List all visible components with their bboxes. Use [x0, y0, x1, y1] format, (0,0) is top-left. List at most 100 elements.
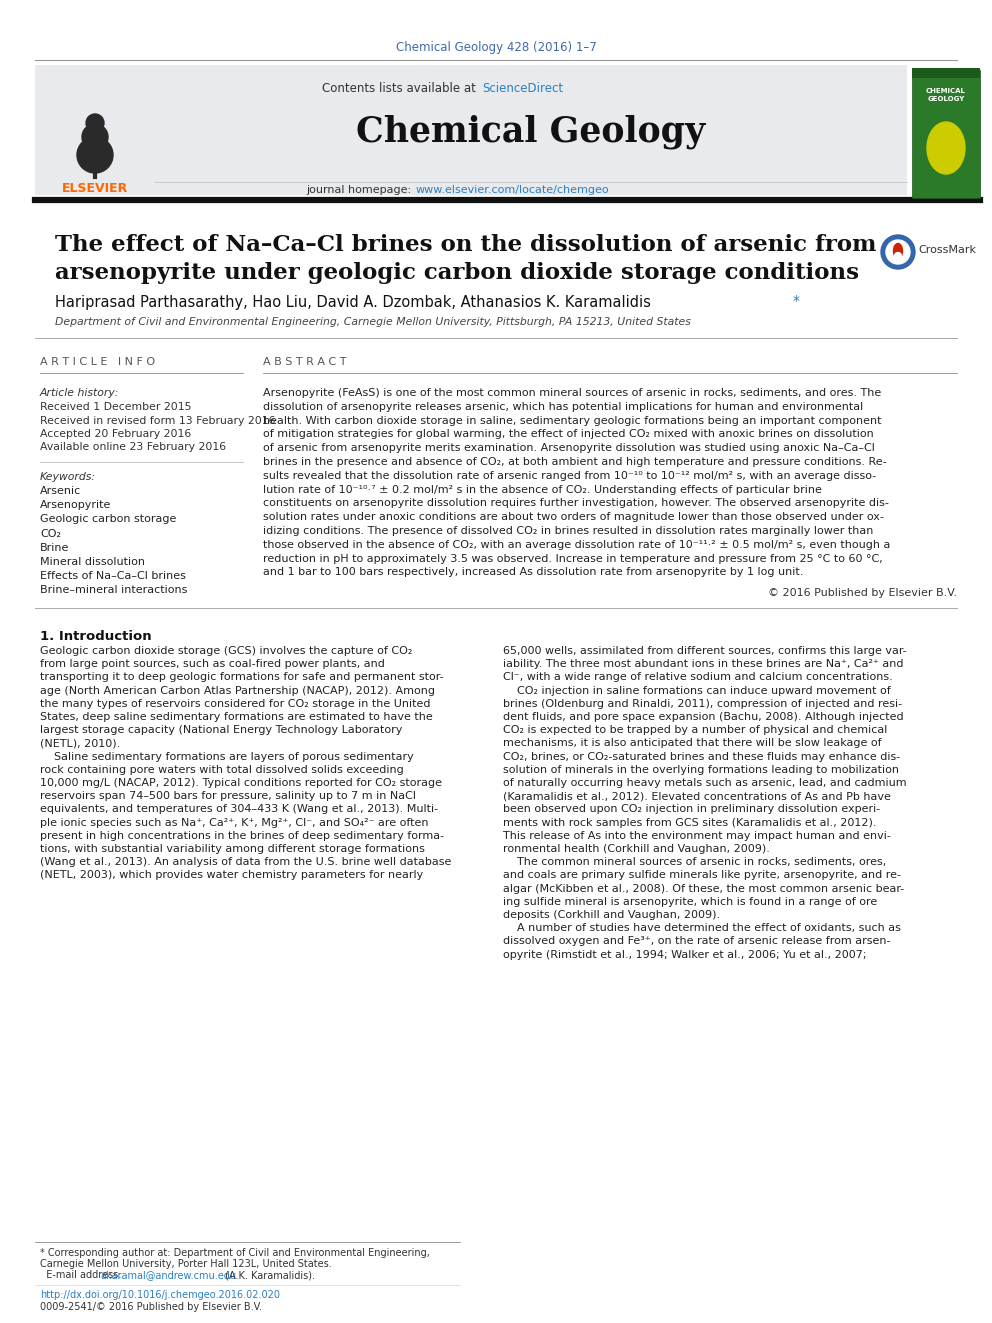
Text: health. With carbon dioxide storage in saline, sedimentary geologic formations b: health. With carbon dioxide storage in s… [263, 415, 882, 426]
Text: of arsenic from arsenopyrite merits examination. Arsenopyrite dissolution was st: of arsenic from arsenopyrite merits exam… [263, 443, 875, 454]
Text: 65,000 wells, assimilated from different sources, confirms this large var-: 65,000 wells, assimilated from different… [503, 646, 907, 656]
Ellipse shape [894, 243, 903, 258]
Text: ple ionic species such as Na⁺, Ca²⁺, K⁺, Mg²⁺, Cl⁻, and SO₄²⁻ are often: ple ionic species such as Na⁺, Ca²⁺, K⁺,… [40, 818, 429, 828]
Text: Arsenopyrite (FeAsS) is one of the most common mineral sources of arsenic in roc: Arsenopyrite (FeAsS) is one of the most … [263, 388, 881, 398]
Text: dent fluids, and pore space expansion (Bachu, 2008). Although injected: dent fluids, and pore space expansion (B… [503, 712, 904, 722]
Text: been observed upon CO₂ injection in preliminary dissolution experi-: been observed upon CO₂ injection in prel… [503, 804, 880, 815]
Text: A B S T R A C T: A B S T R A C T [263, 357, 346, 366]
Text: transporting it to deep geologic formations for safe and permanent stor-: transporting it to deep geologic formati… [40, 672, 443, 683]
Text: Chemical Geology 428 (2016) 1–7: Chemical Geology 428 (2016) 1–7 [396, 41, 596, 54]
Text: ELSEVIER: ELSEVIER [62, 181, 128, 194]
Text: and coals are primary sulfide minerals like pyrite, arsenopyrite, and re-: and coals are primary sulfide minerals l… [503, 871, 901, 880]
Text: brines in the presence and absence of CO₂, at both ambient and high temperature : brines in the presence and absence of CO… [263, 456, 887, 467]
Text: (Karamalidis et al., 2012). Elevated concentrations of As and Pb have: (Karamalidis et al., 2012). Elevated con… [503, 791, 891, 802]
Text: Arsenic: Arsenic [40, 486, 81, 496]
Text: dissolved oxygen and Fe³⁺, on the rate of arsenic release from arsen-: dissolved oxygen and Fe³⁺, on the rate o… [503, 937, 891, 946]
Text: age (North American Carbon Atlas Partnership (NACAP), 2012). Among: age (North American Carbon Atlas Partner… [40, 685, 435, 696]
Text: This release of As into the environment may impact human and envi-: This release of As into the environment … [503, 831, 891, 841]
Text: Effects of Na–Ca–Cl brines: Effects of Na–Ca–Cl brines [40, 572, 186, 581]
Circle shape [82, 124, 108, 149]
Text: reservoirs span 74–500 bars for pressure, salinity up to 7 m in NaCl: reservoirs span 74–500 bars for pressure… [40, 791, 416, 802]
Text: Received in revised form 13 February 2016: Received in revised form 13 February 201… [40, 415, 276, 426]
Text: Keywords:: Keywords: [40, 472, 96, 482]
Circle shape [895, 253, 902, 259]
Text: arsenopyrite under geologic carbon dioxide storage conditions: arsenopyrite under geologic carbon dioxi… [55, 262, 859, 284]
Text: Geologic carbon dioxide storage (GCS) involves the capture of CO₂: Geologic carbon dioxide storage (GCS) in… [40, 646, 413, 656]
Text: A R T I C L E   I N F O: A R T I C L E I N F O [40, 357, 155, 366]
Text: dissolution of arsenopyrite releases arsenic, which has potential implications f: dissolution of arsenopyrite releases ars… [263, 402, 863, 411]
Text: Cl⁻, with a wide range of relative sodium and calcium concentrations.: Cl⁻, with a wide range of relative sodiu… [503, 672, 893, 683]
Text: ScienceDirect: ScienceDirect [482, 82, 563, 94]
Text: (NETL), 2010).: (NETL), 2010). [40, 738, 120, 749]
Text: (NETL, 2003), which provides water chemistry parameters for nearly: (NETL, 2003), which provides water chemi… [40, 871, 424, 880]
Text: akaramal@andrew.cmu.edu: akaramal@andrew.cmu.edu [100, 1270, 236, 1279]
Text: those observed in the absence of CO₂, with an average dissolution rate of 10⁻¹¹·: those observed in the absence of CO₂, wi… [263, 540, 891, 550]
Text: largest storage capacity (National Energy Technology Laboratory: largest storage capacity (National Energ… [40, 725, 403, 736]
Text: Brine: Brine [40, 542, 69, 553]
Text: 1. Introduction: 1. Introduction [40, 630, 152, 643]
Bar [35, 65, 155, 194]
Bar [912, 70, 980, 198]
Text: Department of Civil and Environmental Engineering, Carnegie Mellon University, P: Department of Civil and Environmental En… [55, 318, 690, 327]
Text: Saline sedimentary formations are layers of porous sedimentary: Saline sedimentary formations are layers… [40, 751, 414, 762]
Circle shape [881, 235, 915, 269]
Text: and 1 bar to 100 bars respectively, increased As dissolution rate from arsenopyr: and 1 bar to 100 bars respectively, incr… [263, 568, 804, 577]
Circle shape [86, 114, 104, 132]
Text: CHEMICAL
GEOLOGY: CHEMICAL GEOLOGY [927, 89, 966, 102]
Text: 0009-2541/© 2016 Published by Elsevier B.V.: 0009-2541/© 2016 Published by Elsevier B… [40, 1302, 262, 1312]
Text: present in high concentrations in the brines of deep sedimentary forma-: present in high concentrations in the br… [40, 831, 444, 841]
Bar [155, 65, 907, 194]
Text: sults revealed that the dissolution rate of arsenic ranged from 10⁻¹⁰ to 10⁻¹² m: sults revealed that the dissolution rate… [263, 471, 876, 480]
Text: (A.K. Karamalidis).: (A.K. Karamalidis). [222, 1270, 315, 1279]
Text: Received 1 December 2015: Received 1 December 2015 [40, 402, 191, 411]
Bar [912, 67, 980, 78]
Text: ronmental health (Corkhill and Vaughan, 2009).: ronmental health (Corkhill and Vaughan, … [503, 844, 770, 855]
Text: States, deep saline sedimentary formations are estimated to have the: States, deep saline sedimentary formatio… [40, 712, 433, 722]
Text: E-mail address:: E-mail address: [40, 1270, 125, 1279]
Text: http://dx.doi.org/10.1016/j.chemgeo.2016.02.020: http://dx.doi.org/10.1016/j.chemgeo.2016… [40, 1290, 280, 1301]
Text: Arsenopyrite: Arsenopyrite [40, 500, 111, 511]
Text: Chemical Geology: Chemical Geology [356, 115, 705, 149]
Text: constituents on arsenopyrite dissolution requires further investigation, however: constituents on arsenopyrite dissolution… [263, 499, 889, 508]
Text: © 2016 Published by Elsevier B.V.: © 2016 Published by Elsevier B.V. [768, 587, 957, 598]
Text: the many types of reservoirs considered for CO₂ storage in the United: the many types of reservoirs considered … [40, 699, 431, 709]
Text: CO₂ injection in saline formations can induce upward movement of: CO₂ injection in saline formations can i… [503, 685, 891, 696]
Text: iability. The three most abundant ions in these brines are Na⁺, Ca²⁺ and: iability. The three most abundant ions i… [503, 659, 904, 669]
Text: Geologic carbon storage: Geologic carbon storage [40, 515, 177, 524]
Text: from large point sources, such as coal-fired power plants, and: from large point sources, such as coal-f… [40, 659, 385, 669]
Text: rock containing pore waters with total dissolved solids exceeding: rock containing pore waters with total d… [40, 765, 404, 775]
Text: A number of studies have determined the effect of oxidants, such as: A number of studies have determined the … [503, 923, 901, 933]
Text: lution rate of 10⁻¹⁰·⁷ ± 0.2 mol/m² s in the absence of CO₂. Understanding effec: lution rate of 10⁻¹⁰·⁷ ± 0.2 mol/m² s in… [263, 484, 822, 495]
Text: * Corresponding author at: Department of Civil and Environmental Engineering,: * Corresponding author at: Department of… [40, 1248, 430, 1258]
Text: Contents lists available at: Contents lists available at [322, 82, 480, 94]
Text: deposits (Corkhill and Vaughan, 2009).: deposits (Corkhill and Vaughan, 2009). [503, 910, 720, 919]
Text: *: * [793, 294, 800, 308]
Text: ments with rock samples from GCS sites (Karamalidis et al., 2012).: ments with rock samples from GCS sites (… [503, 818, 877, 828]
Text: idizing conditions. The presence of dissolved CO₂ in brines resulted in dissolut: idizing conditions. The presence of diss… [263, 527, 873, 536]
Text: Brine–mineral interactions: Brine–mineral interactions [40, 585, 187, 595]
Text: The effect of Na–Ca–Cl brines on the dissolution of arsenic from: The effect of Na–Ca–Cl brines on the dis… [55, 234, 876, 255]
Text: (Wang et al., 2013). An analysis of data from the U.S. brine well database: (Wang et al., 2013). An analysis of data… [40, 857, 451, 867]
Text: equivalents, and temperatures of 304–433 K (Wang et al., 2013). Multi-: equivalents, and temperatures of 304–433… [40, 804, 438, 815]
Text: reduction in pH to approximately 3.5 was observed. Increase in temperature and p: reduction in pH to approximately 3.5 was… [263, 553, 883, 564]
Text: The common mineral sources of arsenic in rocks, sediments, ores,: The common mineral sources of arsenic in… [503, 857, 886, 867]
Text: Accepted 20 February 2016: Accepted 20 February 2016 [40, 429, 191, 439]
Text: ing sulfide mineral is arsenopyrite, which is found in a range of ore: ing sulfide mineral is arsenopyrite, whi… [503, 897, 877, 906]
Text: CrossMark: CrossMark [918, 245, 976, 255]
Circle shape [886, 239, 910, 265]
Text: 10,000 mg/L (NACAP, 2012). Typical conditions reported for CO₂ storage: 10,000 mg/L (NACAP, 2012). Typical condi… [40, 778, 442, 789]
Text: tions, with substantial variability among different storage formations: tions, with substantial variability amon… [40, 844, 425, 855]
Text: solution rates under anoxic conditions are about two orders of magnitude lower t: solution rates under anoxic conditions a… [263, 512, 884, 523]
Text: Hariprasad Parthasarathy, Hao Liu, David A. Dzombak, Athanasios K. Karamalidis: Hariprasad Parthasarathy, Hao Liu, David… [55, 295, 656, 311]
Text: mechanisms, it is also anticipated that there will be slow leakage of: mechanisms, it is also anticipated that … [503, 738, 882, 749]
Text: www.elsevier.com/locate/chemgeo: www.elsevier.com/locate/chemgeo [416, 185, 610, 194]
Text: Mineral dissolution: Mineral dissolution [40, 557, 145, 568]
Text: Carnegie Mellon University, Porter Hall 123L, United States.: Carnegie Mellon University, Porter Hall … [40, 1259, 331, 1269]
Text: solution of minerals in the overlying formations leading to mobilization: solution of minerals in the overlying fo… [503, 765, 899, 775]
Text: opyrite (Rimstidt et al., 1994; Walker et al., 2006; Yu et al., 2007;: opyrite (Rimstidt et al., 1994; Walker e… [503, 950, 866, 959]
Text: journal homepage:: journal homepage: [307, 185, 415, 194]
Text: brines (Oldenburg and Rinaldi, 2011), compression of injected and resi-: brines (Oldenburg and Rinaldi, 2011), co… [503, 699, 902, 709]
Ellipse shape [927, 122, 965, 175]
Text: CO₂ is expected to be trapped by a number of physical and chemical: CO₂ is expected to be trapped by a numbe… [503, 725, 888, 736]
Text: Available online 23 February 2016: Available online 23 February 2016 [40, 442, 226, 452]
